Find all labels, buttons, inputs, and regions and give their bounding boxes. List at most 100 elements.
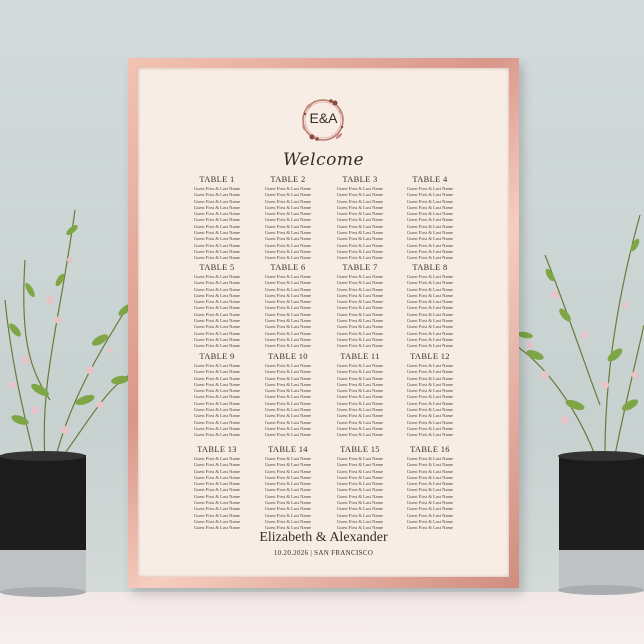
guest-name: Guest First & Last Name (336, 211, 384, 217)
guest-name: Guest First & Last Name (336, 456, 384, 461)
guest-name: Guest First & Last Name (193, 198, 241, 204)
guest-name: Guest First & Last Name (336, 343, 384, 349)
guest-name: Guest First & Last Name (336, 518, 384, 524)
table-block: TABLE 6 Guest First & Last Name Guest Firs… (248, 262, 328, 350)
guest-name: Guest First & Last Name (406, 230, 454, 236)
table-block: TABLE 4 Guest First & Last Name Guest Firs… (390, 174, 470, 262)
guest-name: Guest First & Last Name (406, 493, 454, 499)
guest-name: Guest First & Last Name (406, 186, 454, 191)
guest-name: Guest First & Last Name (264, 311, 312, 317)
guest-name: Guest First & Last Name (193, 369, 241, 375)
guest-name: Guest First & Last Name (193, 280, 241, 286)
guest-name: Guest First & Last Name (264, 318, 312, 324)
couple-names: Elizabeth & Alexander (259, 530, 388, 545)
guest-name: Guest First & Last Name (336, 204, 384, 210)
guest-name: Guest First & Last Name (193, 217, 241, 223)
guest-name: Guest First & Last Name (406, 211, 454, 217)
guest-name: Guest First & Last Name (406, 198, 454, 204)
guest-name: Guest First & Last Name (406, 525, 454, 531)
table-heading: TABLE 12 (410, 351, 450, 361)
date-location: 10.20.2026 | SAN FRANCISCO (273, 549, 374, 557)
table-surface (0, 592, 644, 644)
guest-name: Guest First & Last Name (406, 394, 454, 400)
guest-name: Guest First & Last Name (193, 474, 241, 480)
guest-name: Guest First & Last Name (336, 292, 384, 298)
guest-name: Guest First & Last Name (193, 192, 241, 198)
guest-name: Guest First & Last Name (406, 204, 454, 210)
guest-name: Guest First & Last Name (264, 211, 312, 217)
welcome-heading: Welcome (282, 150, 365, 170)
guest-name: Guest First & Last Name (336, 413, 384, 419)
guest-name: Guest First & Last Name (264, 388, 312, 394)
table-heading: TABLE 16 (410, 444, 450, 454)
table-heading: TABLE 1 (199, 174, 235, 184)
guest-name: Guest First & Last Name (264, 274, 312, 279)
guest-name: Guest First & Last Name (264, 186, 312, 191)
table-heading: TABLE 3 (342, 174, 378, 184)
guest-name: Guest First & Last Name (406, 217, 454, 223)
guest-name: Guest First & Last Name (336, 198, 384, 204)
guest-name: Guest First & Last Name (336, 186, 384, 191)
guest-name: Guest First & Last Name (193, 186, 241, 191)
guest-name: Guest First & Last Name (193, 400, 241, 406)
guest-name: Guest First & Last Name (264, 525, 312, 531)
guest-name: Guest First & Last Name (193, 419, 241, 425)
guest-name: Guest First & Last Name (264, 230, 312, 236)
guest-name: Guest First & Last Name (193, 236, 241, 242)
guest-name: Guest First & Last Name (406, 425, 454, 431)
guest-name: Guest First & Last Name (264, 292, 312, 298)
guest-name: Guest First & Last Name (336, 394, 384, 400)
guest-name: Guest First & Last Name (264, 363, 312, 368)
guest-name: Guest First & Last Name (193, 255, 241, 261)
guest-name: Guest First & Last Name (336, 305, 384, 311)
guest-name: Guest First & Last Name (193, 375, 241, 381)
guest-name: Guest First & Last Name (406, 413, 454, 419)
guest-name: Guest First & Last Name (264, 400, 312, 406)
table-block: TABLE 11 Guest First & Last Name Guest Fir… (320, 351, 400, 439)
guest-name: Guest First & Last Name (264, 512, 312, 518)
table-heading: TABLE 10 (268, 351, 308, 361)
guest-name: Guest First & Last Name (406, 512, 454, 518)
guest-name: Guest First & Last Name (264, 299, 312, 305)
guest-name: Guest First & Last Name (264, 324, 312, 330)
guest-name: Guest First & Last Name (193, 407, 241, 413)
guest-name: Guest First & Last Name (336, 223, 384, 229)
guest-name: Guest First & Last Name (264, 487, 312, 493)
guest-name: Guest First & Last Name (193, 324, 241, 330)
guest-name: Guest First & Last Name (264, 217, 312, 223)
table-block: TABLE 15 Guest First & Last Name Guest Fir… (320, 444, 400, 532)
guest-name: Guest First & Last Name (264, 381, 312, 387)
guest-name: Guest First & Last Name (336, 242, 384, 248)
guest-name: Guest First & Last Name (193, 518, 241, 524)
guest-name: Guest First & Last Name (336, 525, 384, 531)
guest-name: Guest First & Last Name (336, 375, 384, 381)
table-block: TABLE 10 Guest First & Last Name Guest Fir… (248, 351, 328, 439)
guest-name: Guest First & Last Name (264, 375, 312, 381)
guest-name: Guest First & Last Name (406, 468, 454, 474)
table-heading: TABLE 11 (340, 351, 380, 361)
guest-name: Guest First & Last Name (336, 248, 384, 254)
guest-name: Guest First & Last Name (406, 518, 454, 524)
table-heading: TABLE 9 (199, 351, 235, 361)
guest-name: Guest First & Last Name (193, 286, 241, 292)
guest-name: Guest First & Last Name (264, 407, 312, 413)
guest-name: Guest First & Last Name (264, 432, 312, 438)
guest-name: Guest First & Last Name (406, 192, 454, 198)
table-block: TABLE 14 Guest First & Last Name Guest Fir… (248, 444, 328, 532)
table-block: TABLE 1 Guest First & Last Name Guest Firs… (177, 174, 257, 262)
guest-name: Guest First & Last Name (406, 474, 454, 480)
guest-name: Guest First & Last Name (406, 242, 454, 248)
table-heading: TABLE 5 (199, 262, 235, 272)
guest-name: Guest First & Last Name (264, 248, 312, 254)
guest-name: Guest First & Last Name (193, 394, 241, 400)
guest-name: Guest First & Last Name (406, 381, 454, 387)
guest-name: Guest First & Last Name (264, 242, 312, 248)
guest-name: Guest First & Last Name (336, 236, 384, 242)
guest-name: Guest First & Last Name (193, 343, 241, 349)
guest-name: Guest First & Last Name (406, 311, 454, 317)
guest-name: Guest First & Last Name (193, 292, 241, 298)
guest-name: Guest First & Last Name (336, 512, 384, 518)
guest-name: Guest First & Last Name (264, 343, 312, 349)
guest-name: Guest First & Last Name (264, 204, 312, 210)
table-block: TABLE 12 Guest First & Last Name Guest Fir… (390, 351, 470, 439)
